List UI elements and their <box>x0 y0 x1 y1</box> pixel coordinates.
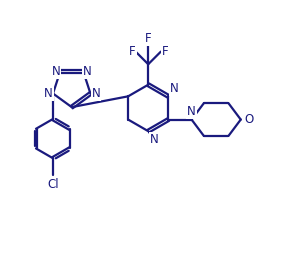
Text: N: N <box>52 65 60 78</box>
Text: F: F <box>145 32 152 45</box>
Text: N: N <box>44 87 53 100</box>
Text: N: N <box>170 82 178 95</box>
Text: O: O <box>244 113 253 126</box>
Text: Cl: Cl <box>47 178 59 191</box>
Text: F: F <box>129 45 136 58</box>
Text: N: N <box>92 87 101 100</box>
Text: F: F <box>162 45 169 58</box>
Text: N: N <box>83 65 92 78</box>
Text: N: N <box>187 105 196 118</box>
Text: N: N <box>150 132 158 145</box>
